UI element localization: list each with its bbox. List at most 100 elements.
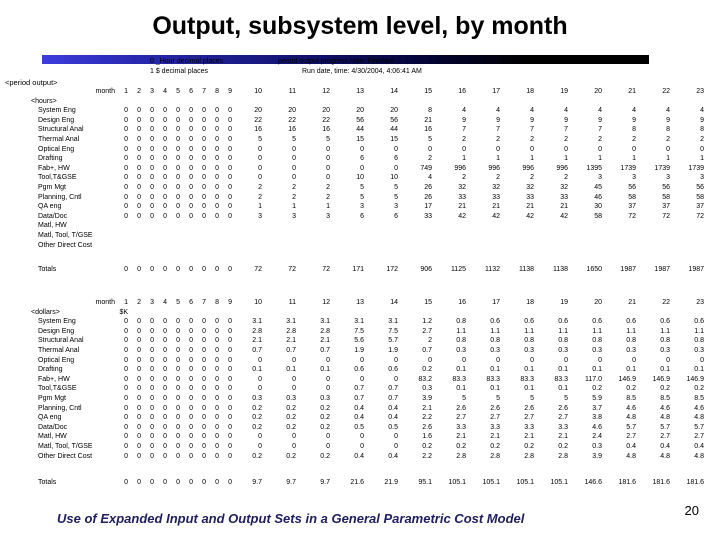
cell [575,308,609,318]
cell: 0 [137,135,141,143]
cell: 0 [124,327,128,335]
cell [439,221,473,231]
cell: 4.6 [626,404,636,412]
cell: 0.3 [524,346,534,354]
cell: 33 [424,212,432,220]
cell [170,241,183,251]
cell: 0.3 [626,346,636,354]
cell [183,231,196,241]
cell: 0 [189,327,193,335]
row-label: Tool,T&GSE [38,174,77,182]
cell: 0 [228,414,232,422]
cell: 0 [163,183,167,191]
cell [209,231,222,241]
table-row: Planning, Cntl 0 0 0 0 0 0 0 0 0 0.2 0.2 0.2 0.4 0.4 2.… [0,404,711,414]
cell: 2 [326,183,330,191]
cell: 0 [163,145,167,153]
cell: 0 [176,423,180,431]
cell [209,97,222,107]
cell: 0.2 [524,442,534,450]
month-header: 6 [189,88,193,95]
cell: 0 [228,183,232,191]
totals-cell: 105.1 [482,479,500,487]
cell: 0 [137,414,141,422]
cell: 5.7 [388,337,398,345]
month-header: 1 [124,299,128,306]
cell: 0 [150,183,154,191]
cell: 0 [163,337,167,345]
cell: 0 [360,375,364,383]
cell: 0 [189,183,193,191]
cell: 0 [202,385,206,393]
totals-cell: 95.1 [418,479,432,487]
cell: 0 [124,318,128,326]
totals-cell: 906 [420,266,432,274]
hours-table-container: month 1 2 3 4 5 6 7 8 9 10 11 12 13 14 15 16 17 18 19 20 21 22… [0,87,711,275]
spacer [0,250,711,265]
cell: 0 [202,126,206,134]
cell: 2.2 [422,452,432,460]
cell: 0 [202,404,206,412]
month-header: 3 [150,299,154,306]
cell: 0 [258,385,262,393]
totals-cell: 0 [228,479,232,487]
cell: 0 [462,356,466,364]
cell: 0 [124,135,128,143]
cell: 0 [124,155,128,163]
cell: 2.7 [524,414,534,422]
cell: 0.1 [694,366,704,374]
cell [405,231,439,241]
cell: 0.3 [592,442,602,450]
totals-cell: 0 [215,266,219,274]
cell: 0 [394,433,398,441]
totals-cell: 0 [163,266,167,274]
cell: 0.2 [320,452,330,460]
cell: 0 [163,423,167,431]
cell: 2.1 [286,337,296,345]
cell: 2.6 [524,404,534,412]
cell: 0 [137,116,141,124]
cell [643,308,677,318]
cell [439,97,473,107]
totals-cell: 0 [176,479,180,487]
cell: 0.2 [286,404,296,412]
cell [118,231,131,241]
cell: 0 [202,356,206,364]
page-title: Output, subsystem level, by month [152,12,568,40]
month-header: 20 [594,88,602,95]
cell: 0 [163,404,167,412]
cell: 0 [202,318,206,326]
cell: 0 [137,337,141,345]
cell: 1.6 [422,433,432,441]
cell: 146.9 [618,375,636,383]
cell: 37 [628,203,636,211]
cell: 0 [258,164,262,172]
cell: 20 [356,107,364,115]
cell: 8.5 [694,394,704,402]
cell: 0 [150,346,154,354]
cell: 0 [176,174,180,182]
cell: 0 [163,385,167,393]
cell: 56 [628,183,636,191]
cell: 0 [176,193,180,201]
cell: 0.7 [422,346,432,354]
cell: 0 [150,337,154,345]
table-row: Fab+, HW 0 0 0 0 0 0 0 0 0 0 0 0 0 0 749 996 996 996 996 139… [0,164,711,174]
cell [235,97,269,107]
cell: 2 [598,135,602,143]
cell: 2.7 [626,433,636,441]
cell: 0 [292,433,296,441]
cell [144,231,157,241]
cell: 16 [288,126,296,134]
cell [575,241,609,251]
cell: 9 [496,116,500,124]
cell: 0 [258,375,262,383]
cell [196,308,209,318]
cell: 10 [356,174,364,182]
cell: 5 [530,394,534,402]
cell: 0.8 [660,337,670,345]
cell: 32 [492,183,500,191]
cell [575,97,609,107]
cell: 0 [189,107,193,115]
cell: 0.2 [422,442,432,450]
